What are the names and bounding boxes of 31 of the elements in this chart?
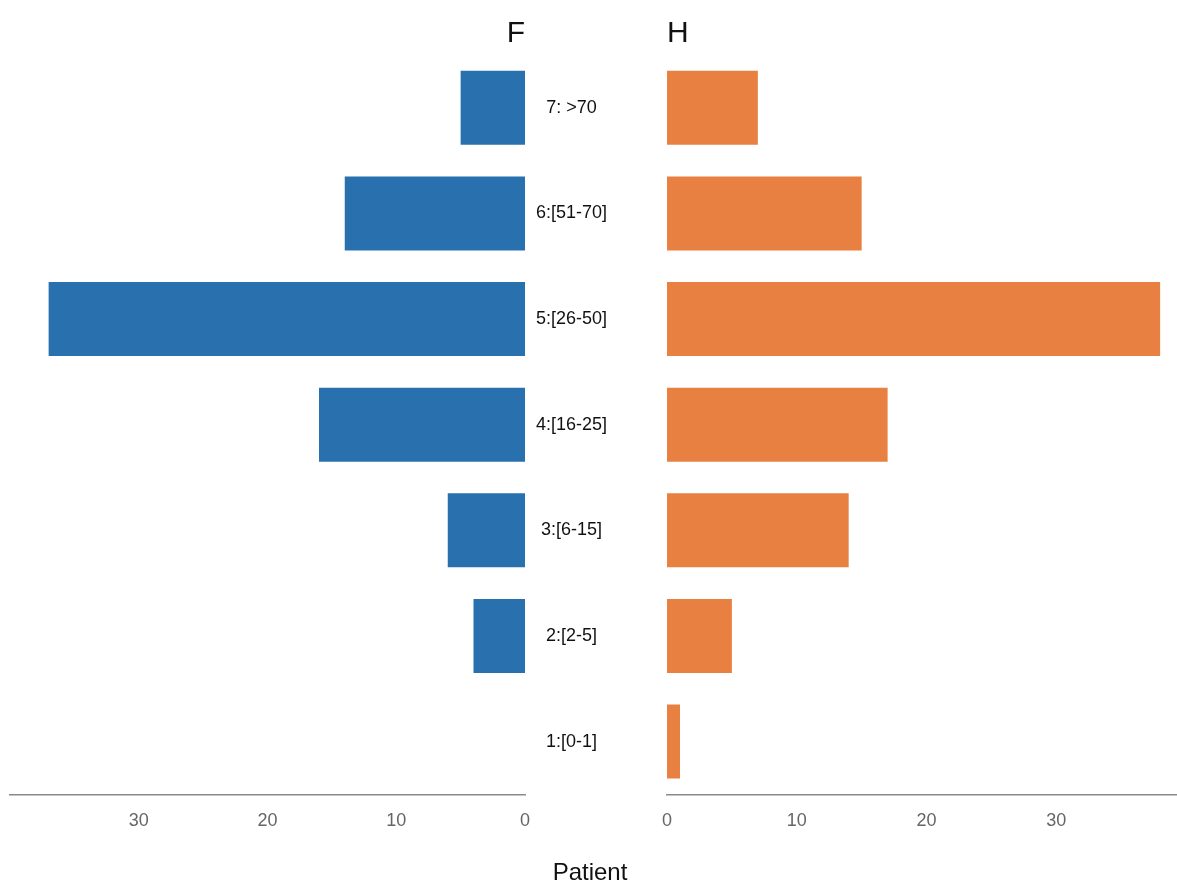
bar	[667, 387, 888, 462]
bar	[667, 704, 680, 779]
y-tick-label: 3:[6-15]	[541, 519, 603, 540]
bar	[447, 493, 525, 568]
x-tick-label: 20	[916, 810, 937, 831]
bar	[667, 70, 758, 145]
bar	[319, 387, 525, 462]
x-tick-label: 0	[662, 810, 673, 831]
chart-title: F	[506, 15, 525, 48]
x-tick-label: 10	[786, 810, 807, 831]
y-tick-label: 5:[26-50]	[535, 308, 608, 329]
y-tick-label: 6:[51-70]	[535, 202, 608, 223]
bar	[344, 176, 525, 251]
x-tick-label: 20	[257, 810, 278, 831]
chart-title: H	[667, 15, 689, 48]
x-axis-title: Patient	[551, 858, 629, 886]
bar	[667, 176, 862, 251]
x-tick-label: 30	[128, 810, 149, 831]
x-tick-label: 30	[1046, 810, 1067, 831]
y-tick-label: 2:[2-5]	[546, 624, 598, 645]
bar	[473, 598, 525, 673]
bar	[48, 282, 525, 357]
y-tick-label: 7: >70	[546, 96, 597, 117]
bar	[667, 493, 849, 568]
x-tick-label: 0	[519, 810, 531, 831]
x-tick-label: 10	[386, 810, 407, 831]
y-tick-label: 4:[16-25]	[535, 413, 608, 434]
bar	[667, 598, 732, 673]
y-tick-label: 1:[0-1]	[546, 730, 598, 751]
bar	[460, 70, 525, 145]
bar	[667, 282, 1161, 357]
